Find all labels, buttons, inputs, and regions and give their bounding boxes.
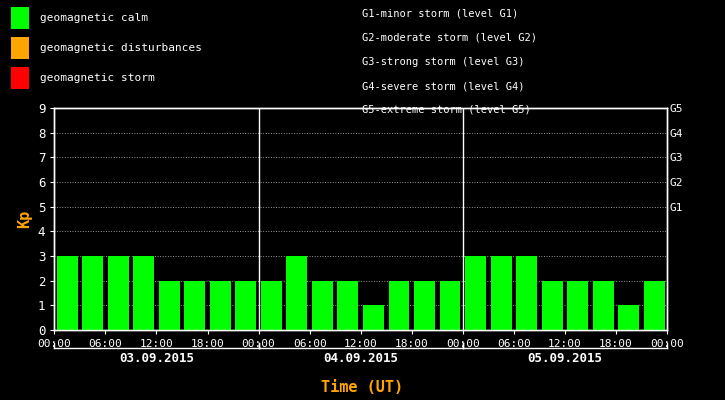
Bar	[491, 256, 512, 330]
Bar	[389, 281, 410, 330]
Bar	[261, 281, 282, 330]
Bar	[542, 281, 563, 330]
Text: geomagnetic disturbances: geomagnetic disturbances	[40, 43, 202, 53]
Text: 03.09.2015: 03.09.2015	[119, 352, 194, 364]
Text: G1-minor storm (level G1): G1-minor storm (level G1)	[362, 9, 519, 19]
Bar	[644, 281, 665, 330]
Bar	[159, 281, 180, 330]
Text: geomagnetic calm: geomagnetic calm	[40, 13, 148, 23]
Text: G5-extreme storm (level G5): G5-extreme storm (level G5)	[362, 105, 531, 115]
Bar	[108, 256, 128, 330]
Bar	[337, 281, 358, 330]
Text: 04.09.2015: 04.09.2015	[323, 352, 398, 364]
Bar	[414, 281, 435, 330]
Bar	[593, 281, 613, 330]
Bar	[516, 256, 537, 330]
Text: geomagnetic storm: geomagnetic storm	[40, 73, 154, 83]
Bar	[236, 281, 256, 330]
Bar	[567, 281, 588, 330]
Bar	[465, 256, 486, 330]
Bar	[363, 305, 384, 330]
Bar	[439, 281, 460, 330]
Bar	[184, 281, 205, 330]
Text: 05.09.2015: 05.09.2015	[527, 352, 602, 364]
Bar	[57, 256, 78, 330]
Bar	[312, 281, 333, 330]
Text: G3-strong storm (level G3): G3-strong storm (level G3)	[362, 57, 525, 67]
Bar	[286, 256, 307, 330]
Bar	[133, 256, 154, 330]
Bar	[618, 305, 639, 330]
Text: G2-moderate storm (level G2): G2-moderate storm (level G2)	[362, 33, 537, 43]
Text: Time (UT): Time (UT)	[321, 380, 404, 396]
Y-axis label: Kp: Kp	[17, 210, 33, 228]
Bar	[82, 256, 103, 330]
Text: G4-severe storm (level G4): G4-severe storm (level G4)	[362, 81, 525, 91]
Bar	[210, 281, 231, 330]
